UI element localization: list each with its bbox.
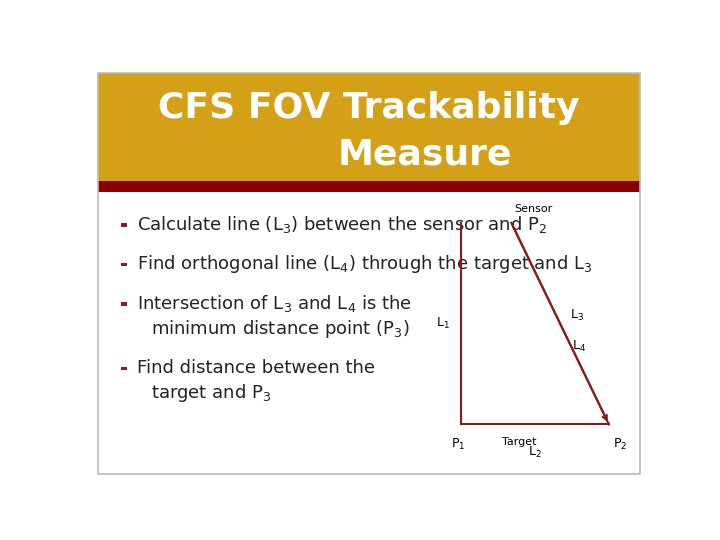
Text: target and P$_{3}$: target and P$_{3}$ — [151, 382, 271, 404]
Text: P$_1$: P$_1$ — [451, 437, 465, 452]
Text: Find orthogonal line (L$_{4}$) through the target and L$_{3}$: Find orthogonal line (L$_{4}$) through t… — [138, 253, 593, 275]
Text: Calculate line (L$_{3}$) between the sensor and P$_{2}$: Calculate line (L$_{3}$) between the sen… — [138, 214, 547, 235]
Bar — [121, 262, 127, 266]
Bar — [99, 181, 639, 192]
Text: L$_3$: L$_3$ — [570, 308, 584, 323]
Text: CFS FOV Trackability: CFS FOV Trackability — [158, 91, 580, 125]
Text: P$_2$: P$_2$ — [613, 437, 628, 452]
Text: Measure: Measure — [338, 137, 512, 171]
Text: Sensor: Sensor — [514, 204, 552, 214]
Text: Target: Target — [503, 437, 537, 447]
Bar — [99, 73, 639, 181]
Text: L$_4$: L$_4$ — [572, 339, 587, 354]
Text: L$_1$: L$_1$ — [436, 316, 450, 331]
Bar — [121, 367, 127, 370]
Text: Intersection of L$_{3}$ and L$_{4}$ is the: Intersection of L$_{3}$ and L$_{4}$ is t… — [138, 293, 413, 314]
Bar — [121, 223, 127, 227]
Bar — [121, 302, 127, 306]
Text: L$_2$: L$_2$ — [528, 446, 542, 461]
Text: Find distance between the: Find distance between the — [138, 359, 375, 377]
Text: minimum distance point (P$_{3}$): minimum distance point (P$_{3}$) — [151, 318, 410, 340]
